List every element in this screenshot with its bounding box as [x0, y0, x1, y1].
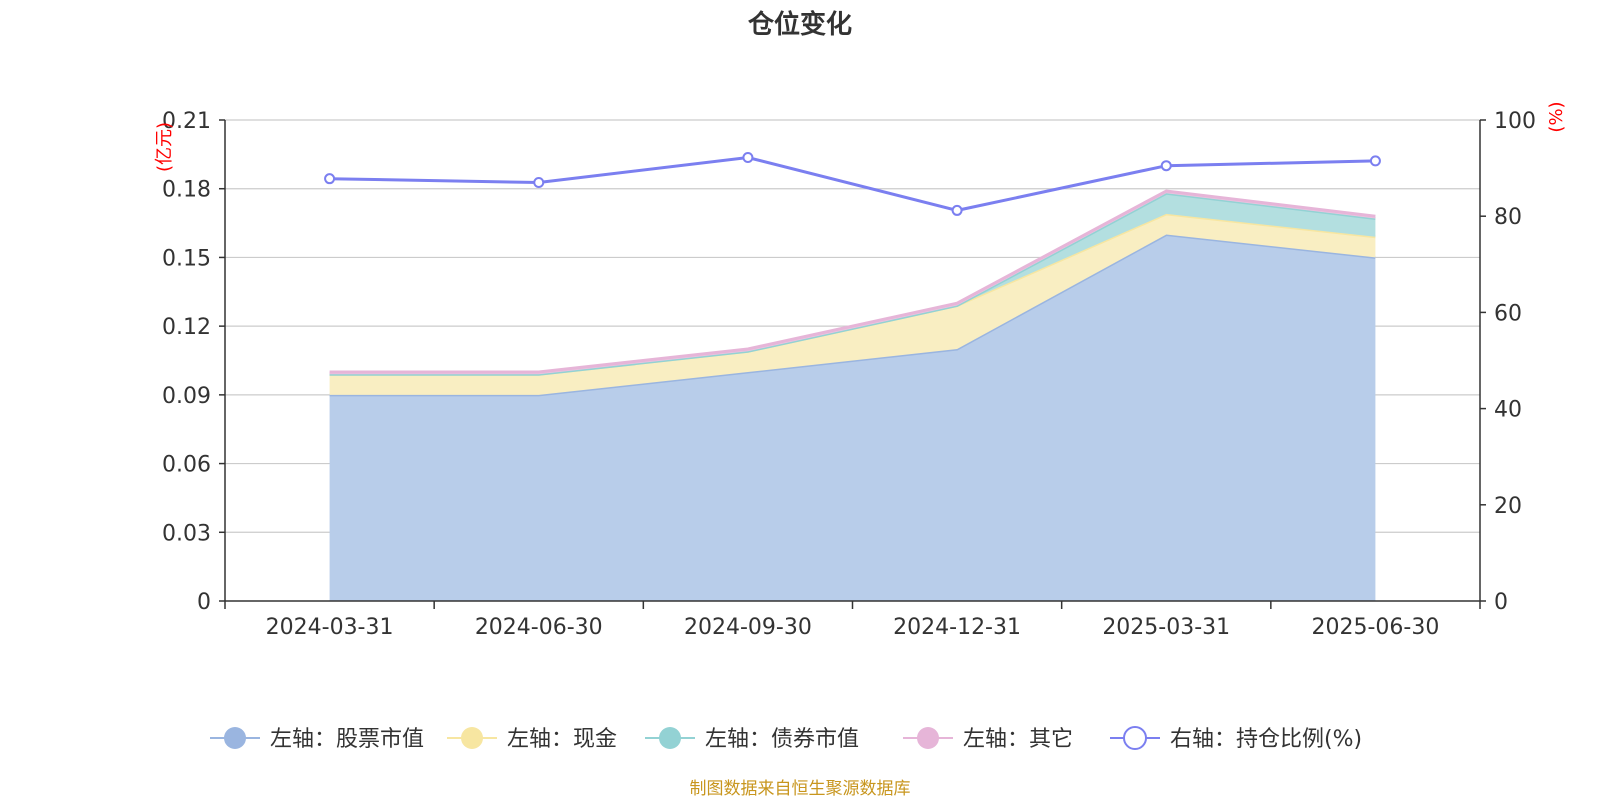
x-tick-label: 2025-06-30 [1311, 615, 1439, 640]
axes: 0 0.03 0.06 0.09 0.12 0.15 0.18 0.21 0 20 40 60 80 10… [162, 109, 1536, 640]
ratio-point [951, 204, 963, 216]
right-tick-label: 100 [1494, 109, 1536, 134]
left-tick-label: 0.21 [162, 109, 211, 134]
area-2 [329, 193, 1376, 375]
left-tick-label: 0.06 [162, 453, 211, 478]
legend-label: 左轴：其它 [963, 727, 1073, 752]
ratio-point [1369, 155, 1381, 167]
x-tick-label: 2024-12-31 [893, 615, 1021, 640]
left-axis-unit: (亿元) [154, 122, 175, 172]
stacked-areas [329, 189, 1376, 601]
ratio-line-series [324, 152, 1381, 216]
left-tick-label: 0.09 [162, 384, 211, 409]
legend-label: 左轴：现金 [507, 727, 617, 752]
legend-label: 右轴：持仓比例(%) [1170, 727, 1362, 752]
x-tick-label: 2024-09-30 [684, 615, 812, 640]
legend-marker [1123, 726, 1147, 750]
ratio-line [329, 155, 1376, 212]
legend-marker [224, 727, 246, 749]
left-tick-label: 0 [197, 590, 211, 615]
left-tick-label: 0.15 [162, 246, 211, 271]
legend: 左轴：股票市值 左轴：现金 左轴：债券市值 左轴：其它 右轴：持仓比例(%) [210, 726, 1362, 752]
right-axis-unit: (%) [1546, 101, 1567, 132]
left-tick-label: 0.12 [162, 315, 211, 340]
left-tick-label: 0.03 [162, 521, 211, 546]
legend-label: 左轴：股票市值 [270, 727, 424, 752]
legend-label: 左轴：债券市值 [705, 727, 859, 752]
ratio-point [1160, 160, 1172, 172]
right-tick-label: 20 [1494, 494, 1522, 519]
right-tick-label: 40 [1494, 398, 1522, 423]
ratio-point [324, 173, 336, 185]
area-edge-3 [329, 189, 1376, 374]
right-tick-label: 60 [1494, 301, 1522, 326]
x-tick-label: 2025-03-31 [1102, 615, 1230, 640]
ratio-point [533, 177, 545, 189]
source-note: 制图数据来自恒生聚源数据库 [690, 779, 911, 799]
x-tick-label: 2024-03-31 [266, 615, 394, 640]
area-0 [329, 234, 1376, 601]
legend-marker [461, 727, 483, 749]
x-tick-label: 2024-06-30 [475, 615, 603, 640]
chart-title: 仓位变化 [747, 9, 852, 40]
right-tick-label: 80 [1494, 205, 1522, 230]
ratio-point [742, 152, 754, 164]
legend-marker [659, 727, 681, 749]
area-1 [329, 213, 1376, 395]
right-tick-label: 0 [1494, 590, 1508, 615]
legend-marker [917, 727, 939, 749]
left-tick-label: 0.18 [162, 178, 211, 203]
